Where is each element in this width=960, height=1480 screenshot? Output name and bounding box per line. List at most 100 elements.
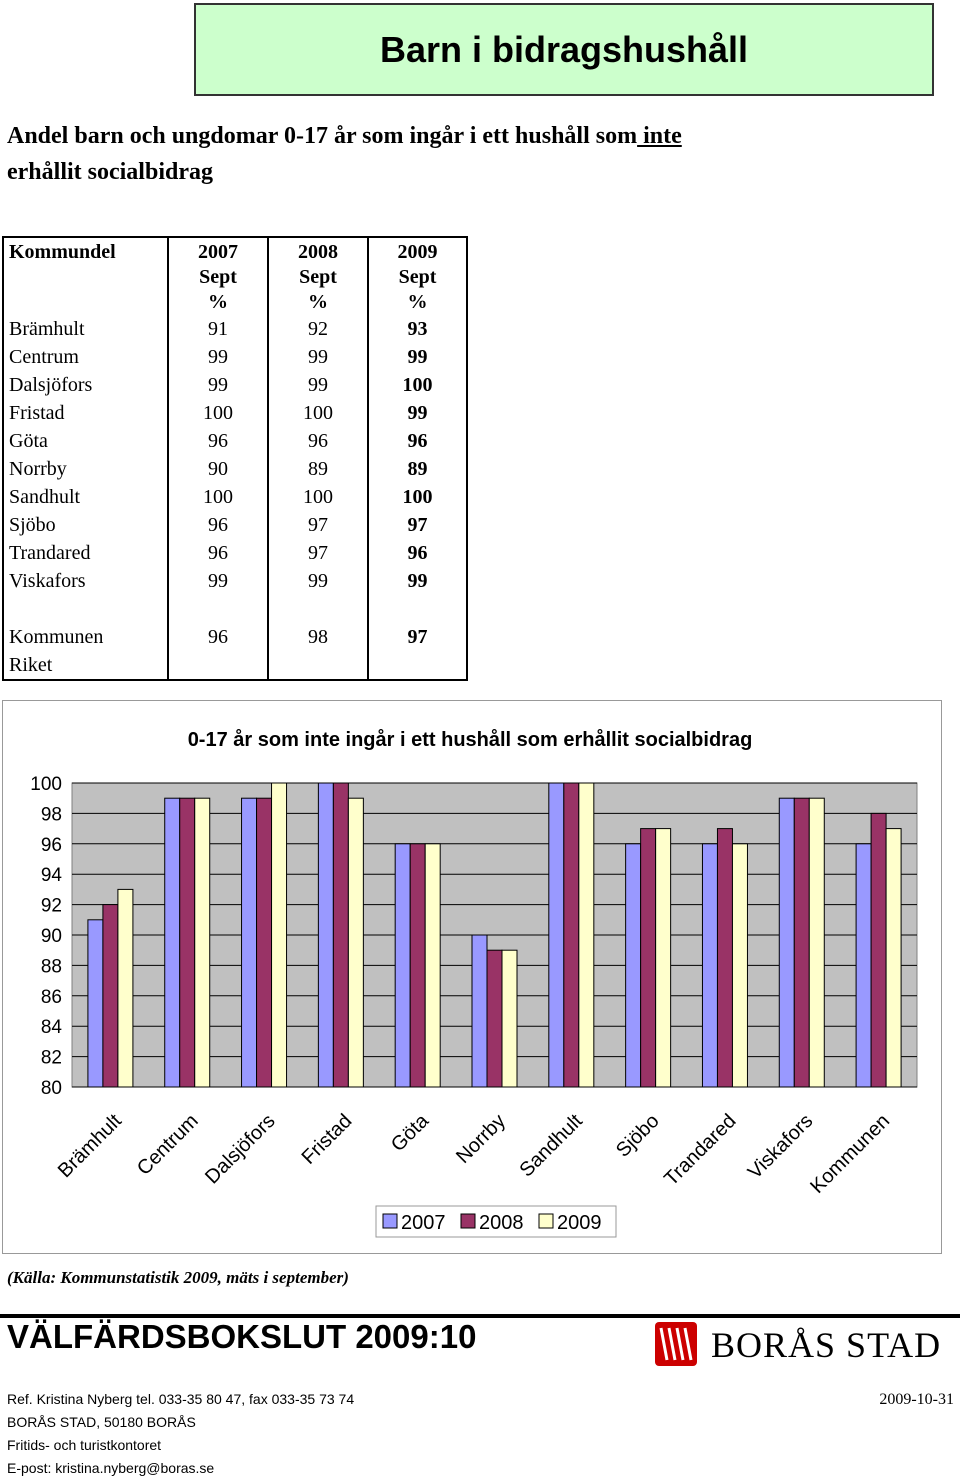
x-tick-label: Centrum bbox=[133, 1110, 203, 1180]
header-2009-unit: % bbox=[407, 291, 428, 313]
bar-2008 bbox=[332, 782, 349, 1088]
bar-2008 bbox=[409, 843, 426, 1088]
legend-swatch bbox=[538, 1213, 554, 1229]
row-2008: 99 bbox=[268, 343, 369, 371]
row-name: Trandared bbox=[2, 539, 169, 567]
y-tick-label: 94 bbox=[41, 865, 63, 886]
logo-text: BORÅS STAD bbox=[711, 1325, 942, 1365]
report-title: VÄLFÄRDSBOKSLUT 2009:10 bbox=[7, 1318, 477, 1355]
header-2008-unit: % bbox=[308, 291, 328, 313]
row-2008: 89 bbox=[268, 455, 369, 483]
y-tick-label: 90 bbox=[41, 926, 62, 947]
bar-2007 bbox=[625, 843, 642, 1088]
bar-2007 bbox=[87, 919, 104, 1088]
bar-2008 bbox=[486, 949, 503, 1088]
row-2008: 99 bbox=[268, 371, 369, 399]
contact-line: Ref. Kristina Nyberg tel. 033-35 80 47, … bbox=[7, 1391, 355, 1407]
header-2007-unit: % bbox=[208, 291, 228, 313]
title-box: Barn i bidragshushåll bbox=[194, 3, 934, 96]
bar-2009 bbox=[271, 782, 288, 1088]
bar-2009 bbox=[347, 797, 364, 1088]
y-tick-label: 84 bbox=[41, 1017, 63, 1038]
row-2007: 96 bbox=[168, 427, 269, 455]
x-tick-label: Sjöbo bbox=[612, 1110, 664, 1162]
y-tick-label: 88 bbox=[41, 956, 62, 977]
header-2007-month: Sept bbox=[199, 266, 237, 288]
footer-rule bbox=[0, 1314, 960, 1318]
boras-stad-logo: BORÅS STAD bbox=[655, 1322, 945, 1368]
table-row-kommunen: Kommunen 96 98 97 bbox=[2, 623, 468, 651]
table-spacer-row bbox=[2, 595, 468, 623]
contact-line: BORÅS STAD, 50180 BORÅS bbox=[7, 1414, 196, 1430]
row-2008: 97 bbox=[268, 511, 369, 539]
row-name: Göta bbox=[2, 427, 169, 455]
row-name: Kommunen bbox=[2, 623, 169, 651]
legend-label: 2008 bbox=[479, 1212, 524, 1234]
row-name: Riket bbox=[2, 651, 169, 681]
legend-label: 2007 bbox=[401, 1212, 446, 1234]
table-row: Viskafors 99 99 99 bbox=[2, 567, 468, 595]
contact-line: Fritids- och turistkontoret bbox=[7, 1437, 162, 1453]
row-2007: 90 bbox=[168, 455, 269, 483]
y-tick-label: 98 bbox=[41, 804, 62, 825]
legend bbox=[375, 1205, 617, 1238]
row-2009: 99 bbox=[368, 567, 468, 595]
row-2007: 96 bbox=[168, 539, 269, 567]
subtitle-text-1: Andel barn och ungdomar 0-17 år som ingå… bbox=[7, 123, 638, 149]
bar-2008 bbox=[716, 828, 733, 1088]
header-2008: 2008 Sept % bbox=[268, 236, 369, 315]
bar-2008 bbox=[256, 797, 273, 1088]
row-2008: 100 bbox=[268, 399, 369, 427]
x-tick-label: Dalsjöfors bbox=[201, 1110, 279, 1188]
bar-2007 bbox=[701, 843, 718, 1088]
row-2009: 97 bbox=[368, 623, 468, 651]
bar-2007 bbox=[164, 797, 181, 1088]
row-2008: 98 bbox=[268, 623, 369, 651]
bar-2008 bbox=[102, 904, 119, 1088]
row-2008: 96 bbox=[268, 427, 369, 455]
y-tick-label: 96 bbox=[41, 835, 62, 856]
row-name: Sjöbo bbox=[2, 511, 169, 539]
bar-2009 bbox=[501, 949, 518, 1088]
page-title: Barn i bidragshushåll bbox=[379, 28, 749, 70]
row-2007: 96 bbox=[168, 511, 269, 539]
table-row: Fristad 100 100 99 bbox=[2, 399, 468, 427]
bar-2008 bbox=[793, 797, 810, 1088]
x-tick-label: Kommunen bbox=[806, 1110, 894, 1198]
header-2009: 2009 Sept % bbox=[368, 236, 468, 315]
bar-2007 bbox=[778, 797, 795, 1088]
row-2008: 92 bbox=[268, 315, 369, 343]
table-row-riket: Riket bbox=[2, 651, 468, 681]
bar-2007 bbox=[394, 843, 411, 1088]
row-2008: 97 bbox=[268, 539, 369, 567]
table-row: Norrby 90 89 89 bbox=[2, 455, 468, 483]
row-2007: 96 bbox=[168, 623, 269, 651]
header-2007-year: 2007 bbox=[198, 241, 238, 263]
y-tick-label: 80 bbox=[41, 1078, 62, 1099]
row-2009: 93 bbox=[368, 315, 468, 343]
row-name: Brämhult bbox=[2, 315, 169, 343]
bar-2008 bbox=[870, 812, 887, 1088]
y-tick-label: 82 bbox=[41, 1048, 62, 1069]
table-row: Dalsjöfors 99 99 100 bbox=[2, 371, 468, 399]
table-header-row: Kommundel 2007 Sept % 2008 Sept % 2009 S… bbox=[2, 236, 468, 315]
header-2007: 2007 Sept % bbox=[168, 236, 269, 315]
row-2007: 91 bbox=[168, 315, 269, 343]
bar-2007 bbox=[548, 782, 565, 1088]
row-2009: 99 bbox=[368, 399, 468, 427]
page-subtitle: Andel barn och ungdomar 0-17 år som ingå… bbox=[7, 118, 767, 190]
row-2007: 100 bbox=[168, 483, 269, 511]
row-2008: 99 bbox=[268, 567, 369, 595]
source-note: (Källa: Kommunstatistik 2009, mäts i sep… bbox=[7, 1268, 349, 1287]
row-2008: 100 bbox=[268, 483, 369, 511]
bar-2009 bbox=[885, 828, 902, 1088]
table-row: Trandared 96 97 96 bbox=[2, 539, 468, 567]
row-2009: 96 bbox=[368, 427, 468, 455]
bar-2007 bbox=[471, 934, 488, 1088]
bar-2009 bbox=[424, 843, 441, 1088]
row-name: Centrum bbox=[2, 343, 169, 371]
row-2007: 99 bbox=[168, 567, 269, 595]
x-tick-label: Fristad bbox=[298, 1110, 357, 1169]
chart-title: 0-17 år som inte ingår i ett hushåll som… bbox=[188, 728, 753, 751]
row-name: Viskafors bbox=[2, 567, 169, 595]
